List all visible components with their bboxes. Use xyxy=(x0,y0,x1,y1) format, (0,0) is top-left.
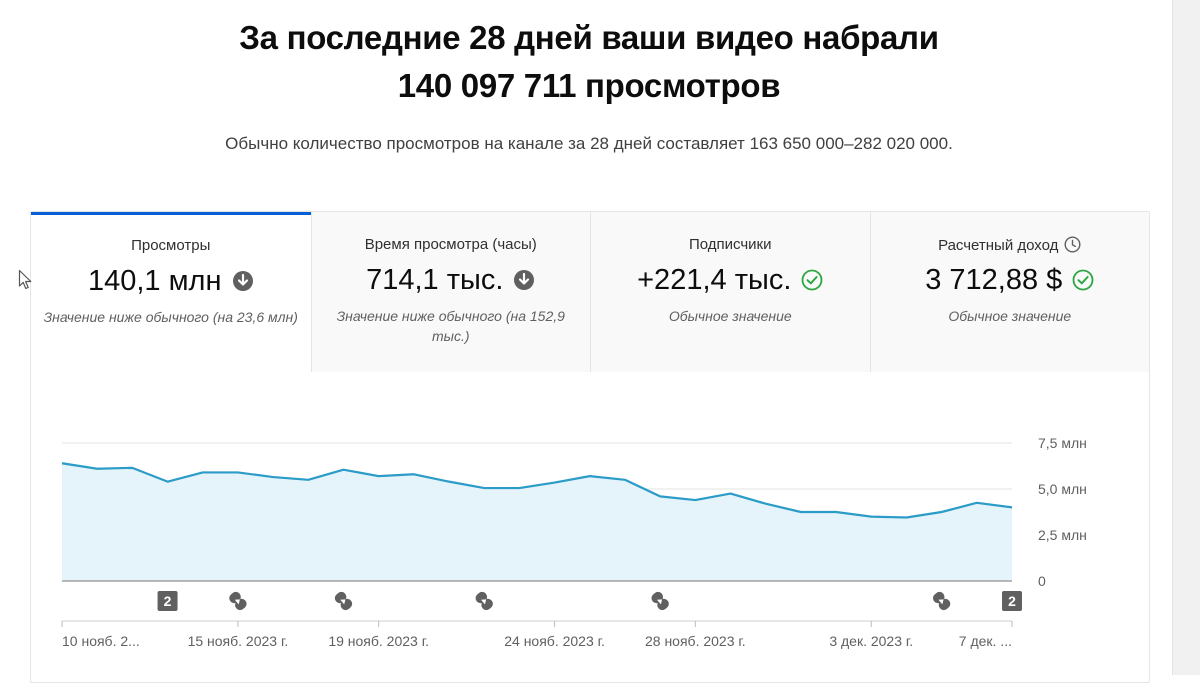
shorts-marker-icon[interactable] xyxy=(474,590,495,612)
x-tick-label: 24 нояб. 2023 г. xyxy=(504,633,605,649)
y-tick-label: 2,5 млн xyxy=(1038,527,1087,543)
x-tick-label: 10 нояб. 2... xyxy=(62,633,140,649)
x-tick-label: 28 нояб. 2023 г. xyxy=(645,633,746,649)
x-tick-label: 7 дек. ... xyxy=(959,633,1012,649)
y-tick-label: 5,0 млн xyxy=(1038,481,1087,497)
mouse-cursor-icon xyxy=(18,269,34,291)
shorts-marker-icon[interactable] xyxy=(931,590,952,612)
upload-count-label: 2 xyxy=(164,593,172,609)
x-tick-label: 3 дек. 2023 г. xyxy=(829,633,913,649)
shorts-marker-icon[interactable] xyxy=(333,590,354,612)
x-tick-label: 19 нояб. 2023 г. xyxy=(328,633,429,649)
y-tick-label: 0 xyxy=(1038,573,1046,589)
upload-count-label: 2 xyxy=(1008,593,1016,609)
views-chart[interactable]: 7,5 млн 5,0 млн 2,5 млн 0 10 нояб. 2... 15 но… xyxy=(0,0,1172,675)
x-tick-label: 15 нояб. 2023 г. xyxy=(188,633,289,649)
shorts-marker-icon[interactable] xyxy=(649,590,670,612)
y-tick-label: 7,5 млн xyxy=(1038,435,1087,451)
views-area xyxy=(62,463,1012,581)
shorts-marker-icon[interactable] xyxy=(227,590,248,612)
